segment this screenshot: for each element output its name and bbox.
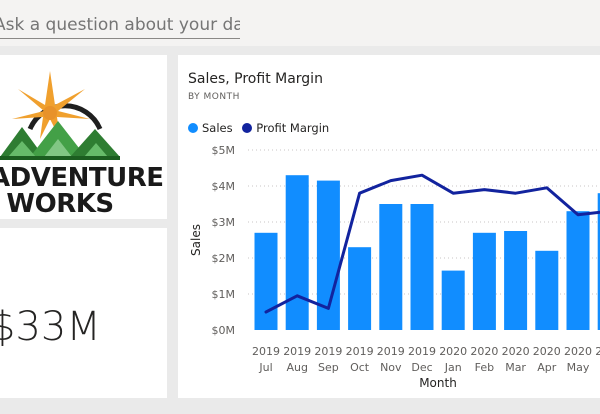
x-tick-label-year: 2019: [346, 345, 374, 358]
line-profit-margin: [264, 173, 600, 314]
logo-tile: ADVENTURE WORKS: [0, 55, 167, 219]
bar-sales: [441, 270, 465, 330]
kpi-card[interactable]: $33M: [0, 228, 167, 398]
y-tick-label: $0M: [212, 324, 236, 337]
x-axis-title: Month: [419, 376, 457, 390]
sun-core-icon: [43, 106, 57, 120]
bar-sales: [348, 247, 372, 330]
legend-item-profit-margin[interactable]: Profit Margin: [242, 121, 329, 135]
bar-sales: [504, 231, 528, 330]
kpi-value: $33M: [0, 304, 101, 350]
x-tick-label-month: Sep: [318, 361, 339, 374]
x-tick-label-year: 2020: [470, 345, 498, 358]
qa-input[interactable]: [0, 12, 240, 39]
x-tick-label-month: Oct: [350, 361, 370, 374]
mountain-icon: [44, 139, 72, 157]
legend-label-profit-margin: Profit Margin: [256, 121, 330, 135]
x-tick-label-month: Jul: [258, 361, 272, 374]
x-tick-label-year: 2020: [595, 345, 600, 358]
sun-rays-icon: [12, 71, 90, 139]
bar-sales: [472, 232, 496, 330]
y-axis-title: Sales: [189, 224, 203, 256]
x-tick-label-month: Nov: [380, 361, 402, 374]
x-tick-label-year: 2020: [564, 345, 592, 358]
legend-dot-sales-icon: [188, 123, 198, 133]
bar-sales: [410, 204, 434, 330]
legend-dot-profit-margin-icon: [242, 123, 253, 133]
y-tick-label: $1M: [212, 288, 236, 301]
bar-sales: [566, 211, 590, 330]
qa-bar: [0, 0, 600, 46]
chart-title: Sales, Profit Margin: [188, 71, 323, 87]
legend-item-sales[interactable]: Sales: [188, 121, 233, 135]
x-tick-label-year: 2020: [502, 345, 530, 358]
mountain-icon: [8, 141, 36, 157]
bar-sales: [379, 204, 403, 330]
mountain-icon: [84, 143, 108, 157]
x-tick-label-year: 2020: [439, 345, 467, 358]
bar-sales: [597, 193, 600, 330]
y-tick-label: $4M: [212, 180, 236, 193]
x-tick-label-year: 2019: [283, 345, 311, 358]
x-tick-label-year: 2020: [533, 345, 561, 358]
x-tick-label-month: Jan: [444, 361, 462, 374]
x-tick-label-year: 2019: [408, 345, 436, 358]
y-tick-label: $2M: [212, 252, 236, 265]
sun-arc-icon: [27, 103, 103, 131]
chart-subtitle: BY MONTH: [188, 92, 240, 102]
x-tick-label-month: Mar: [505, 361, 526, 374]
logo-text-line1: ADVENTURE: [0, 163, 164, 193]
x-tick-label-year: 2019: [252, 345, 280, 358]
x-tick-label-year: 2019: [314, 345, 342, 358]
chart-tile[interactable]: Sales, Profit Margin BY MONTH Sales Prof…: [178, 55, 600, 398]
chart-legend: Sales Profit Margin: [188, 121, 335, 136]
bar-sales: [285, 175, 309, 330]
bar-sales: [254, 232, 278, 330]
x-tick-label-month: Feb: [475, 361, 494, 374]
y-tick-label: $3M: [212, 216, 236, 229]
mountain-icon: [70, 129, 120, 157]
x-tick-label-month: Dec: [411, 361, 432, 374]
x-tick-label-year: 2019: [377, 345, 405, 358]
bar-sales: [535, 250, 559, 330]
x-tick-label-month: May: [567, 361, 590, 374]
adventure-works-logo-icon: [0, 71, 120, 160]
x-tick-label-month: Aug: [286, 361, 307, 374]
x-tick-label-month: Apr: [537, 361, 557, 374]
logo-text-line2: WORKS: [6, 189, 114, 219]
legend-label-sales: Sales: [202, 121, 233, 135]
chart-plot: $0M $1M $2M $3M $4M $5M Sales 2019 Jul 2019 Aug 201…: [189, 144, 600, 390]
y-tick-label: $5M: [212, 144, 236, 157]
